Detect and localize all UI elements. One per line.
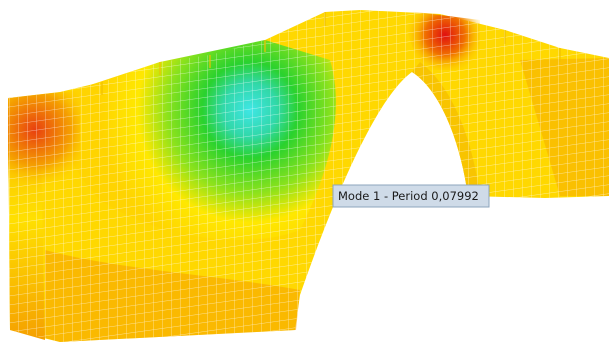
viewport: Mode 1 - Period 0,07992 — [0, 0, 609, 350]
mesh-overlay — [8, 10, 609, 342]
tooltip-text: Mode 1 - Period 0,07992 — [338, 189, 479, 203]
page: {"tooltip": {"text": "Mode 1 - Period 0,… — [0, 0, 609, 350]
bridge-model — [8, 10, 609, 342]
tooltip: Mode 1 - Period 0,07992 — [333, 185, 489, 207]
